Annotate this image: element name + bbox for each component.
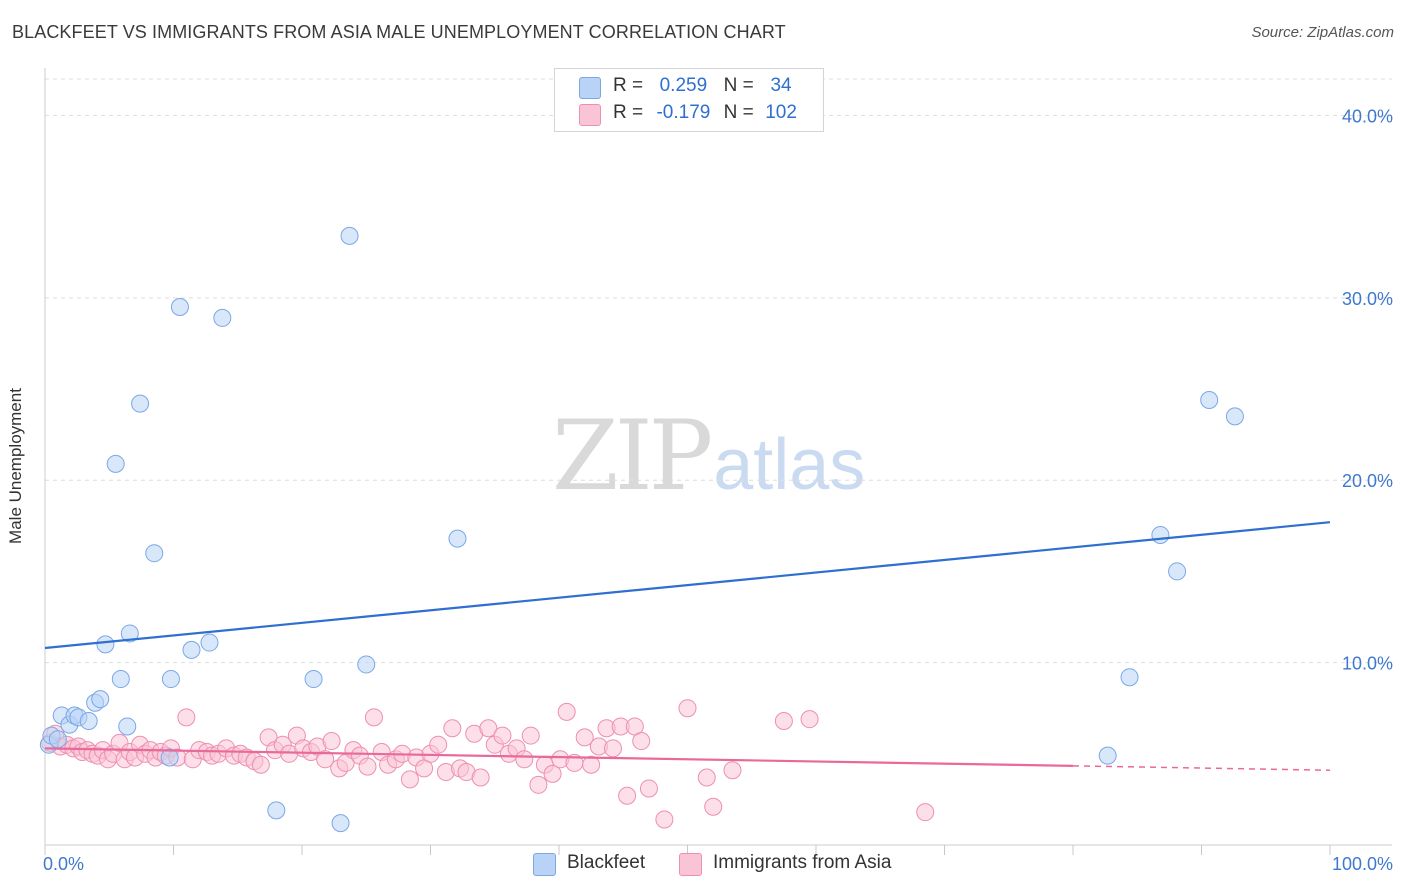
data-point [316, 750, 335, 769]
y-tick-label: 40.0% [1342, 106, 1393, 126]
data-point [160, 748, 179, 767]
data-point [322, 732, 341, 751]
x-tick-label: 100.0% [1332, 854, 1393, 874]
data-point [170, 297, 189, 316]
data-point [331, 814, 350, 833]
data-point [120, 624, 139, 643]
bottom-legend-swatch-immigrants-asia [679, 853, 702, 876]
watermark-zip: ZIP [552, 400, 713, 512]
data-point [479, 719, 498, 738]
y-tick-label: 30.0% [1342, 289, 1393, 309]
data-point [575, 728, 594, 747]
data-point [1151, 525, 1170, 544]
legend-swatch-blackfeet [579, 77, 601, 99]
data-point [145, 544, 164, 563]
data-point [448, 529, 467, 548]
data-point [161, 670, 180, 689]
data-point [515, 750, 534, 769]
data-point [493, 726, 512, 745]
data-point [704, 797, 723, 816]
data-point [182, 640, 201, 659]
data-point [364, 708, 383, 727]
data-point [655, 810, 674, 829]
data-point [213, 308, 232, 327]
data-point [304, 670, 323, 689]
data-point [91, 690, 110, 709]
trend-line [44, 747, 1074, 767]
data-point [357, 655, 376, 674]
legend-r-value: 0.259 [659, 75, 708, 96]
data-point [79, 711, 98, 730]
legend-r-label: R = [613, 102, 644, 123]
watermark-atlas: atlas [713, 425, 866, 505]
data-point [639, 779, 658, 798]
data-point [529, 775, 548, 794]
data-point [618, 786, 637, 805]
data-point [267, 801, 286, 820]
data-point [557, 702, 576, 721]
chart-title: BLACKFEET VS IMMIGRANTS FROM ASIA MALE U… [12, 22, 786, 42]
data-point [678, 699, 697, 718]
data-point [118, 717, 137, 736]
legend-swatch-immigrants-asia [579, 104, 601, 126]
data-point [400, 770, 419, 789]
data-point [48, 730, 67, 749]
legend-n-label: N = [723, 75, 754, 96]
data-point [358, 757, 377, 776]
data-point [251, 755, 270, 774]
data-point [200, 633, 219, 652]
trend-line [44, 521, 1331, 650]
data-point [471, 768, 490, 787]
data-point [96, 635, 115, 654]
legend-n-value: 102 [765, 102, 797, 123]
y-tick-label: 10.0% [1342, 654, 1393, 674]
bottom-legend-label-blackfeet: Blackfeet [567, 852, 646, 873]
watermark: ZIPatlas [552, 400, 865, 512]
data-point [111, 670, 130, 689]
y-tick-label: 20.0% [1342, 471, 1393, 491]
data-point [603, 739, 622, 758]
data-point [916, 803, 935, 822]
legend-r-value: -0.179 [656, 102, 711, 123]
legend-r-label: R = [613, 75, 644, 96]
bottom-legend-swatch-blackfeet [533, 853, 556, 876]
data-point [177, 708, 196, 727]
data-point [774, 711, 793, 730]
bottom-legend-label-immigrants-asia: Immigrants from Asia [713, 852, 892, 873]
data-point [723, 761, 742, 780]
data-point [1098, 746, 1117, 765]
data-point [521, 726, 540, 745]
data-point [800, 710, 819, 729]
legend-n-value: 34 [770, 75, 792, 96]
trend-line-extension [1072, 765, 1331, 771]
x-tick-label: 0.0% [43, 854, 84, 874]
data-point [106, 454, 125, 473]
data-point [1168, 562, 1187, 581]
correlation-legend: R = 0.259 N = 34 R = -0.179 N = 102 [554, 68, 824, 132]
legend-n-label: N = [723, 102, 754, 123]
data-point [443, 719, 462, 738]
data-point [429, 735, 448, 754]
data-point [582, 755, 601, 774]
data-point [1200, 390, 1219, 409]
data-point [697, 768, 716, 787]
data-point [632, 732, 651, 751]
data-point [1120, 668, 1139, 687]
data-point [1225, 407, 1244, 426]
data-point [543, 764, 562, 783]
y-axis-label: Male Unemployment [6, 388, 25, 544]
data-point [131, 394, 150, 413]
source-label: Source: ZipAtlas.com [1251, 24, 1394, 41]
data-point [340, 226, 359, 245]
